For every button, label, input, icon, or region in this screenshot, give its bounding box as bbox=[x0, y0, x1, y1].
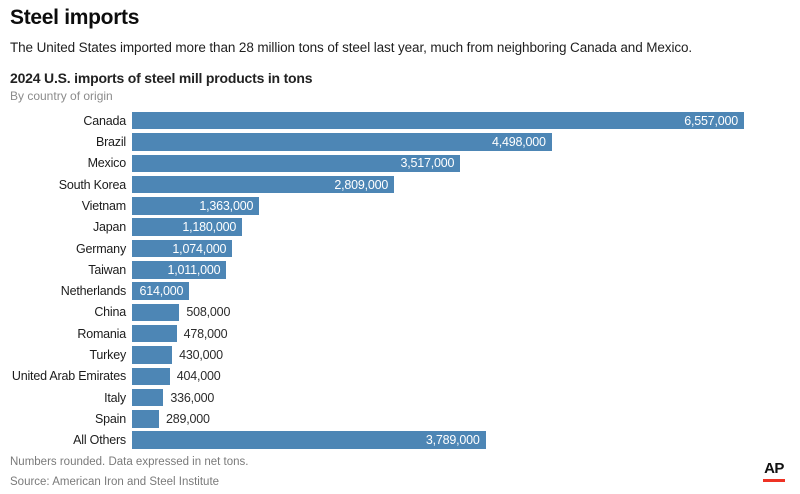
value-label: 4,498,000 bbox=[492, 135, 546, 150]
value-label: 478,000 bbox=[183, 326, 228, 341]
bar: 3,517,000 bbox=[132, 154, 461, 173]
bar-chart: Canada 6,557,000 Brazil 4,498,000 Mexico 3,51… bbox=[10, 110, 790, 451]
ap-logo: AP bbox=[762, 461, 786, 482]
bar: 4,498,000 bbox=[132, 133, 552, 151]
value-label: 1,180,000 bbox=[182, 220, 237, 235]
dek-text: The United States imported more than 28 … bbox=[10, 40, 693, 56]
bar-row: Taiwan 1,011,000 bbox=[10, 259, 790, 280]
bar-row: Spain 289,000 bbox=[10, 408, 790, 429]
category-label: Canada bbox=[83, 113, 126, 128]
category-label: South Korea bbox=[58, 177, 126, 192]
bar-row: China 508,000 bbox=[10, 302, 790, 323]
bar bbox=[132, 346, 173, 364]
category-label: Brazil bbox=[95, 135, 126, 150]
bar bbox=[132, 410, 159, 428]
chart-title: 2024 U.S. imports of steel mill products… bbox=[10, 70, 313, 87]
bar: 6,557,000 bbox=[132, 111, 744, 130]
bar-row: Italy 336,000 bbox=[10, 387, 790, 408]
bar-track: 3,517,000 bbox=[132, 154, 744, 173]
bar-row: Turkey 430,000 bbox=[10, 344, 790, 365]
value-label: 430,000 bbox=[179, 348, 223, 362]
value-label: 3,789,000 bbox=[425, 433, 480, 448]
bar-track: 1,074,000 bbox=[132, 239, 744, 258]
bar: 1,363,000 bbox=[132, 197, 260, 215]
value-label: 614,000 bbox=[139, 284, 184, 299]
value-label: 1,363,000 bbox=[199, 198, 254, 213]
bar-row: Germany 1,074,000 bbox=[10, 238, 790, 259]
bar-track: 478,000 bbox=[132, 324, 744, 343]
bar-row: South Korea 2,809,000 bbox=[10, 174, 790, 195]
chart-subtitle: By country of origin bbox=[10, 89, 113, 104]
category-label: Netherlands bbox=[60, 284, 126, 299]
bar-track: 508,000 bbox=[132, 303, 744, 322]
bar-track: 336,000 bbox=[132, 388, 744, 407]
category-label: Italy bbox=[104, 390, 126, 405]
bar-track: 3,789,000 bbox=[132, 431, 744, 449]
bar-row: All Others 3,789,000 bbox=[10, 430, 790, 451]
category-label: Romania bbox=[77, 326, 126, 341]
source-line: Source: American Iron and Steel Institut… bbox=[10, 476, 220, 488]
category-label: Mexico bbox=[87, 156, 127, 171]
bar-track: 1,011,000 bbox=[132, 261, 744, 279]
bar-track: 1,363,000 bbox=[132, 197, 744, 215]
bar-track: 2,809,000 bbox=[132, 175, 744, 194]
bar-row: Netherlands 614,000 bbox=[10, 280, 790, 301]
bar-row: Brazil 4,498,000 bbox=[10, 131, 790, 152]
category-label: Spain bbox=[95, 411, 126, 426]
bar-row: Mexico 3,517,000 bbox=[10, 153, 790, 174]
category-label: United Arab Emirates bbox=[11, 369, 126, 384]
category-label: All Others bbox=[73, 433, 126, 448]
bar bbox=[132, 388, 164, 407]
category-label: China bbox=[94, 305, 126, 320]
category-label: Germany bbox=[75, 241, 126, 256]
bar-row: Japan 1,180,000 bbox=[10, 217, 790, 238]
bar-track: 404,000 bbox=[132, 367, 744, 386]
bar: 614,000 bbox=[132, 282, 190, 300]
value-label: 508,000 bbox=[186, 305, 231, 320]
bar-track: 614,000 bbox=[132, 282, 744, 300]
bar-track: 6,557,000 bbox=[132, 111, 744, 130]
bar-row: Vietnam 1,363,000 bbox=[10, 195, 790, 216]
category-label: Turkey bbox=[89, 348, 126, 362]
chart-note: Numbers rounded. Data expressed in net t… bbox=[10, 456, 249, 468]
value-label: 2,809,000 bbox=[334, 177, 389, 192]
bar: 2,809,000 bbox=[132, 175, 395, 194]
ap-logo-text: AP bbox=[764, 460, 784, 477]
value-label: 3,517,000 bbox=[400, 156, 455, 171]
bar: 3,789,000 bbox=[132, 431, 486, 449]
bar-row: Romania 478,000 bbox=[10, 323, 790, 344]
bar-track: 1,180,000 bbox=[132, 218, 744, 236]
bar-row: United Arab Emirates 404,000 bbox=[10, 366, 790, 387]
value-label: 404,000 bbox=[176, 369, 221, 384]
bar: 1,074,000 bbox=[132, 239, 233, 258]
bar-track: 430,000 bbox=[132, 346, 744, 364]
bar-row: Canada 6,557,000 bbox=[10, 110, 790, 131]
value-label: 1,074,000 bbox=[172, 241, 227, 256]
bar bbox=[132, 367, 170, 386]
category-label: Taiwan bbox=[88, 262, 126, 277]
category-label: Japan bbox=[92, 220, 126, 235]
value-label: 1,011,000 bbox=[167, 262, 221, 277]
bar-track: 289,000 bbox=[132, 410, 744, 428]
value-label: 6,557,000 bbox=[684, 113, 738, 128]
bar bbox=[132, 324, 177, 343]
bar: 1,180,000 bbox=[132, 218, 243, 236]
bar: 1,011,000 bbox=[132, 261, 227, 279]
page-title: Steel imports bbox=[10, 6, 140, 29]
value-label: 289,000 bbox=[165, 411, 210, 426]
bar-track: 4,498,000 bbox=[132, 133, 744, 151]
bar bbox=[132, 303, 180, 322]
category-label: Vietnam bbox=[81, 198, 126, 213]
ap-logo-underline bbox=[763, 479, 785, 482]
value-label: 336,000 bbox=[170, 390, 215, 405]
